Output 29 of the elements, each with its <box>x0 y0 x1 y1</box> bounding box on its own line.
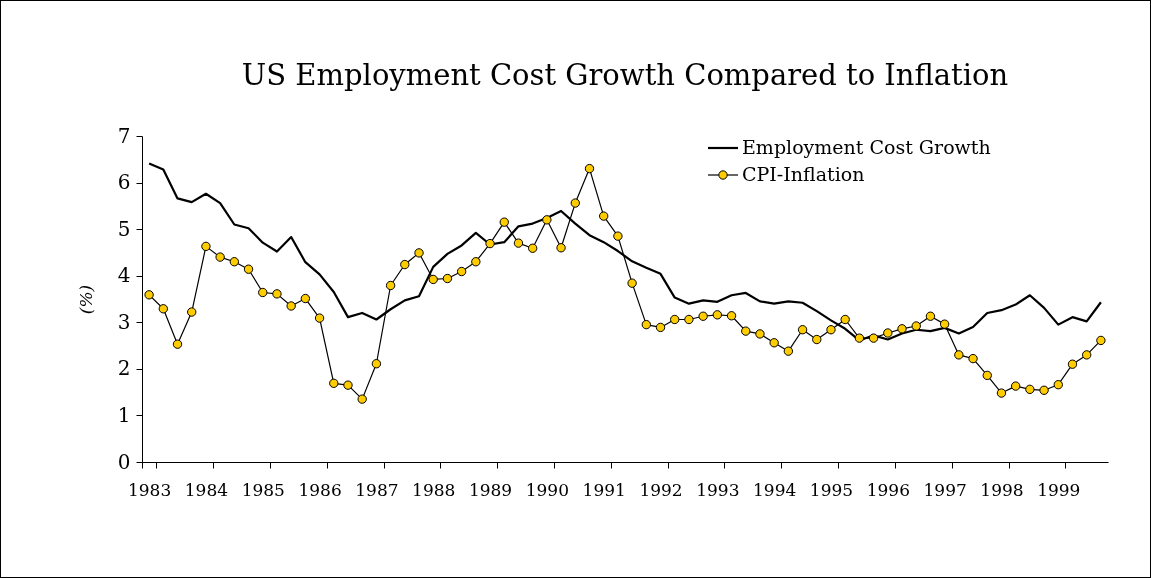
x-tick-label: 1991 <box>582 479 626 500</box>
x-tick-label: 1983 <box>127 479 172 500</box>
legend-label: CPI-Inflation <box>742 163 865 185</box>
x-tick-label: 1997 <box>923 479 967 500</box>
x-tick-label: 1998 <box>980 479 1024 500</box>
y-tick-label: 6 <box>117 170 131 195</box>
y-tick-label: 3 <box>117 309 131 334</box>
y-tick-label: 5 <box>117 216 131 241</box>
x-tick-label: 1996 <box>866 479 910 500</box>
x-tick-label: 1986 <box>298 479 342 500</box>
x-tick-label: 1995 <box>809 479 854 500</box>
x-tick-label: 1993 <box>696 479 740 500</box>
x-tick-label: 1988 <box>412 479 456 500</box>
y-tick-label: 1 <box>117 402 131 427</box>
legend-label: Employment Cost Growth <box>742 136 991 158</box>
x-tick-label: 1994 <box>753 479 797 500</box>
y-tick-label: 4 <box>117 263 131 288</box>
y-tick-label: 2 <box>117 356 131 381</box>
y-tick-label: 0 <box>117 449 131 474</box>
x-tick-label: 1987 <box>355 479 399 500</box>
x-tick-label: 1984 <box>184 479 229 500</box>
y-tick-label: 7 <box>117 123 131 148</box>
x-tick-label: 1999 <box>1037 479 1081 500</box>
x-tick-label: 1989 <box>468 479 513 500</box>
y-axis-title: (%) <box>75 284 96 315</box>
x-tick-label: 1985 <box>241 479 285 500</box>
chart-title: US Employment Cost Growth Compared to Inflation <box>241 58 1009 92</box>
x-tick-label: 1992 <box>639 479 683 500</box>
x-tick-label: 1990 <box>525 479 569 500</box>
